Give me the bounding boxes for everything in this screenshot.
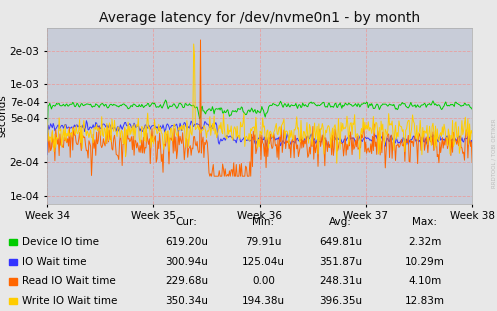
Text: 10.29m: 10.29m (405, 257, 445, 267)
Text: 0.00: 0.00 (252, 276, 275, 286)
Y-axis label: seconds: seconds (0, 95, 7, 137)
Text: 300.94u: 300.94u (165, 257, 208, 267)
Text: 2.32m: 2.32m (408, 237, 442, 247)
Text: 649.81u: 649.81u (319, 237, 362, 247)
Text: RRDTOOL / TOBI OETIKER: RRDTOOL / TOBI OETIKER (491, 118, 496, 188)
Text: 125.04u: 125.04u (242, 257, 285, 267)
Text: Min:: Min: (252, 217, 274, 227)
Text: 396.35u: 396.35u (319, 296, 362, 306)
Text: 351.87u: 351.87u (319, 257, 362, 267)
Text: IO Wait time: IO Wait time (22, 257, 87, 267)
Text: Device IO time: Device IO time (22, 237, 99, 247)
Text: 229.68u: 229.68u (165, 276, 208, 286)
Text: Avg:: Avg: (329, 217, 352, 227)
Text: 194.38u: 194.38u (242, 296, 285, 306)
Text: 4.10m: 4.10m (409, 276, 441, 286)
Text: 79.91u: 79.91u (245, 237, 282, 247)
Text: Write IO Wait time: Write IO Wait time (22, 296, 118, 306)
Text: Max:: Max: (413, 217, 437, 227)
Text: 619.20u: 619.20u (165, 237, 208, 247)
Text: Read IO Wait time: Read IO Wait time (22, 276, 116, 286)
Text: 248.31u: 248.31u (319, 276, 362, 286)
Title: Average latency for /dev/nvme0n1 - by month: Average latency for /dev/nvme0n1 - by mo… (99, 12, 420, 26)
Text: Cur:: Cur: (175, 217, 197, 227)
Text: 350.34u: 350.34u (165, 296, 208, 306)
Text: 12.83m: 12.83m (405, 296, 445, 306)
